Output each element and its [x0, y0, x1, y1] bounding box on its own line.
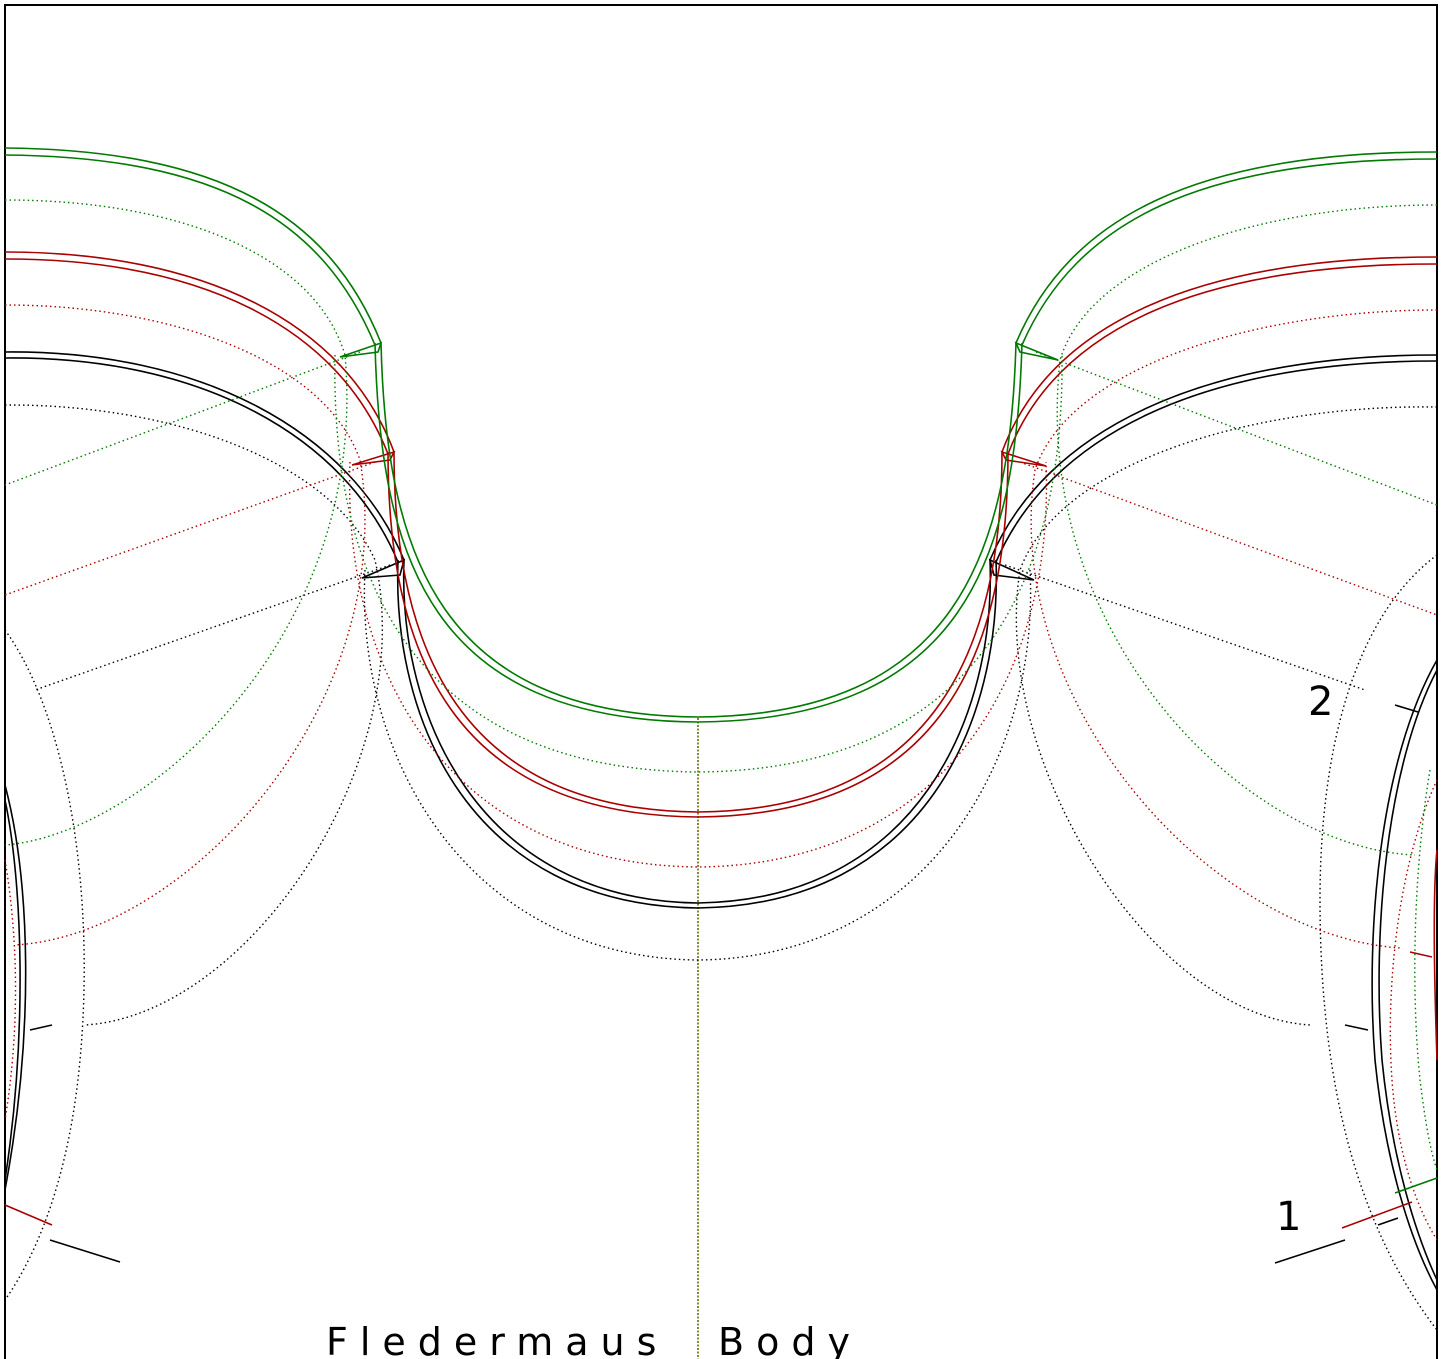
- seam-shoulder-left-black: [4, 404, 384, 1026]
- tick-left-black-2: [49, 1239, 121, 1263]
- side-left-black-2: [4, 799, 21, 1181]
- seam-side-right-black: [1319, 554, 1438, 1331]
- notch-left-black: [361, 558, 406, 579]
- seam-shoulder-right-red: [1030, 309, 1438, 949]
- shoulder-left-green: [4, 147, 382, 344]
- neckline-green: [374, 342, 1023, 723]
- seam-side-left-black: [4, 629, 85, 1301]
- seam-shoulder-left-green: [4, 199, 348, 846]
- shoulder-right-black-inner: [995, 360, 1438, 563]
- shoulder-right-red: [1001, 256, 1438, 453]
- neckline-red-inner: [393, 451, 1003, 813]
- size-green-group: [4, 147, 1438, 1194]
- tick-right-red-2: [1409, 951, 1433, 958]
- tick-right-black-2: [1274, 1239, 1346, 1264]
- seam-neck-green: [334, 354, 1063, 773]
- tick-left-black-1: [29, 1024, 53, 1031]
- neckline-red: [387, 451, 1009, 818]
- notch-left-red: [351, 450, 396, 466]
- notch-left-green: [339, 341, 383, 358]
- radial-right-red: [1019, 461, 1438, 616]
- neckline-black-inner: [402, 559, 992, 904]
- seam-shoulder-right-green: [1056, 204, 1438, 856]
- size-label-2: 2: [1308, 679, 1333, 725]
- notch-right-green: [1014, 341, 1059, 361]
- shoulder-right-green-inner: [1021, 158, 1438, 346]
- shoulder-right-green: [1015, 151, 1438, 344]
- size-label-1: 1: [1276, 1194, 1301, 1240]
- seam-shoulder-right-black: [1015, 406, 1438, 1026]
- tick-right-black-4: [1377, 1217, 1399, 1226]
- pattern-title-word-2: Body: [718, 1320, 862, 1359]
- tick-right-black-1: [1344, 1024, 1369, 1031]
- neckline-green-inner: [380, 342, 1017, 718]
- radial-left-red: [4, 461, 376, 596]
- side-left-black: [4, 784, 27, 1191]
- shoulder-left-black-inner: [4, 357, 399, 563]
- neckline-black: [396, 559, 998, 909]
- seam-neck-red: [348, 461, 1048, 868]
- shoulder-right-red-inner: [1007, 263, 1438, 455]
- side-right-black-2: [1378, 669, 1438, 1281]
- tick-left-red: [4, 1204, 53, 1226]
- tick-right-black-3: [1394, 704, 1419, 713]
- shoulder-left-red-inner: [4, 258, 389, 455]
- notch-right-red: [1000, 450, 1047, 467]
- seam-neck-black: [363, 569, 1032, 961]
- page-frame: [4, 4, 1438, 1359]
- seam-shoulder-left-red: [4, 304, 366, 946]
- side-right-red-dot: [1389, 779, 1438, 1241]
- shoulder-right-black: [989, 354, 1438, 561]
- shoulder-left-green-inner: [4, 154, 376, 346]
- tick-right-green: [1394, 1177, 1438, 1194]
- side-right-green-dot: [1414, 769, 1438, 1171]
- pattern-title-word-1: Fledermaus: [326, 1320, 668, 1359]
- size-red-group: [4, 251, 1438, 1241]
- radial-left-green: [4, 351, 361, 486]
- side-right-red: [1433, 849, 1438, 1061]
- size-black-group: [4, 351, 1438, 1331]
- radial-left-black: [34, 564, 391, 691]
- radial-right-green: [1035, 351, 1438, 506]
- shoulder-left-black: [4, 351, 405, 561]
- side-right-black: [1371, 659, 1438, 1291]
- tick-right-red-1: [1341, 1201, 1413, 1229]
- shoulder-left-red: [4, 251, 395, 453]
- radial-right-black: [1004, 564, 1366, 691]
- side-left-red-dot: [4, 859, 17, 1121]
